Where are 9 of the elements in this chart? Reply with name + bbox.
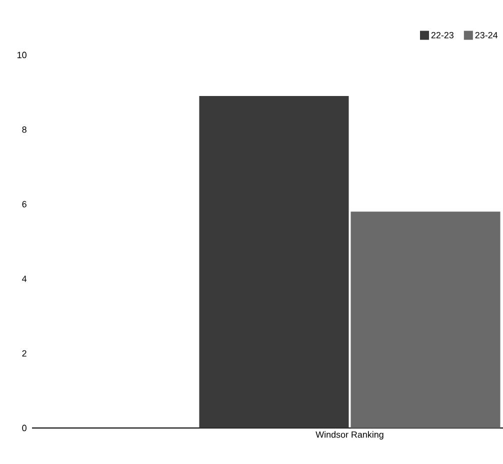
- y-tick-label: 8: [22, 126, 26, 133]
- legend-label: 23-24: [475, 32, 498, 38]
- legend-label: 22-23: [431, 32, 454, 38]
- y-tick-label: 10: [18, 52, 26, 58]
- y-tick-label: 4: [22, 276, 27, 282]
- y-tick-label: 6: [22, 201, 26, 208]
- y-tick-label: 2: [22, 350, 26, 357]
- y-tick-label: 0: [22, 424, 26, 432]
- x-tick-label: Windsor Ranking: [316, 431, 384, 440]
